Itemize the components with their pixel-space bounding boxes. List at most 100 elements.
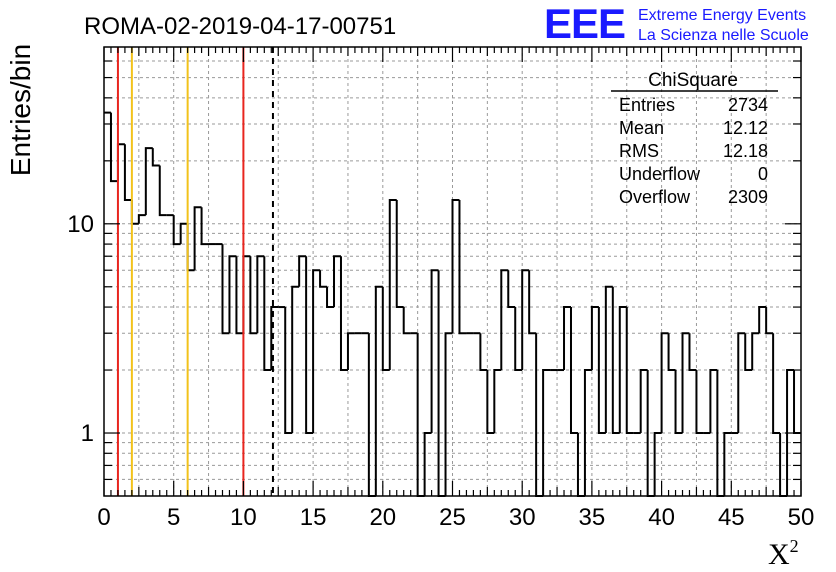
reference-lines (116, 47, 274, 496)
histogram-bin (130, 199, 139, 225)
x-tick-label: 15 (300, 504, 327, 531)
histogram-bin (535, 333, 544, 497)
x-tick-label: 45 (718, 504, 745, 531)
y-tick-label: 10 (67, 211, 94, 238)
histogram-bin (597, 307, 606, 435)
stats-row-label: RMS (619, 141, 659, 161)
x-tick-label: 0 (97, 504, 110, 531)
histogram-bin (772, 333, 781, 435)
x-axis-label: X2 (768, 536, 799, 571)
histogram-bin (249, 256, 258, 335)
stats-box: ChiSquare Entries 2734 Mean 12.12 RMS 12.18 Un… (611, 70, 778, 207)
histogram-bin (653, 432, 662, 496)
histogram-bin (179, 222, 188, 245)
stats-row-label: Overflow (619, 187, 691, 207)
run-title: ROMA-02-2019-04-17-00751 (84, 13, 396, 40)
histogram-bin (514, 307, 523, 372)
histogram-bin (765, 307, 774, 335)
histogram-bin (319, 270, 328, 288)
histogram-bin (388, 198, 397, 371)
histogram-bin (737, 332, 746, 434)
histogram-bin (291, 285, 300, 434)
histogram-bin (660, 332, 669, 434)
histogram-bin (270, 306, 279, 371)
histogram-bin (430, 269, 439, 434)
stats-row-label: Underflow (619, 164, 701, 184)
histogram-bin (709, 369, 718, 434)
histogram-bin (479, 333, 488, 372)
histogram-bin (144, 147, 153, 216)
eee-logo: EEE Extreme Energy Events La Scienza nel… (544, 0, 809, 47)
histogram-bin (500, 269, 509, 371)
histogram-bin (158, 165, 167, 217)
histogram-bin (137, 214, 146, 224)
histogram-bin (374, 285, 383, 496)
histogram-bin (493, 369, 502, 434)
histogram-bin (681, 332, 690, 434)
stats-row-label: Mean (619, 118, 664, 138)
stats-title: ChiSquare (648, 70, 738, 91)
y-axis-label: Entries/bin (5, 44, 36, 176)
histogram-bin (528, 270, 537, 335)
histogram-bin (618, 306, 627, 434)
histogram-bin (437, 270, 446, 497)
histogram-bin (639, 369, 648, 434)
histogram-bin (109, 112, 118, 183)
histogram-bin (221, 244, 230, 335)
histogram-bin (193, 206, 202, 271)
histogram-bin (346, 332, 355, 371)
stats-row-label: Entries (619, 95, 675, 115)
grid (104, 47, 801, 496)
stats-row-value: 2309 (728, 187, 768, 207)
histogram-bin (263, 256, 272, 372)
histogram-bin (416, 333, 425, 497)
histogram-bin (116, 143, 125, 182)
x-tick-label: 30 (509, 504, 536, 531)
histogram-bin (758, 306, 767, 334)
histogram-bin (688, 333, 697, 372)
histogram-bin (507, 270, 516, 309)
stats-row-value: 2734 (728, 95, 768, 115)
histogram-bin (367, 333, 376, 497)
logo-text: EEE (544, 0, 625, 47)
histogram-bin (542, 369, 551, 496)
histogram-bin (583, 369, 592, 496)
histogram-bin (151, 148, 160, 167)
stats-row-value: 0 (758, 164, 768, 184)
histogram-bin (423, 432, 432, 496)
histogram-bin (402, 307, 411, 335)
histogram-bin (395, 199, 404, 309)
histogram-bin (786, 369, 795, 496)
histogram-bin (333, 255, 341, 308)
x-tick-label: 5 (167, 504, 180, 531)
x-tick-label: 40 (648, 504, 675, 531)
histogram-bin (667, 333, 676, 372)
histogram-bin (451, 198, 460, 334)
histogram-bin (563, 306, 571, 371)
histogram-bin (172, 215, 181, 246)
histogram-bin (256, 255, 265, 334)
histogram-bin (604, 285, 613, 434)
histogram-bin (200, 207, 209, 246)
axis-ticks: 0 5 10 15 20 25 30 35 40 45 50 1 10 (67, 47, 814, 531)
histogram-bin (625, 307, 634, 435)
x-tick-label: 50 (788, 504, 815, 531)
x-tick-label: 35 (579, 504, 606, 531)
histogram-bin (444, 332, 453, 496)
histogram-bin (186, 223, 195, 272)
histogram-bin (235, 256, 244, 335)
logo-line2: La Scienza nelle Scuole (638, 27, 809, 44)
histogram-bin (305, 256, 314, 435)
histogram-bin (569, 307, 578, 435)
histogram-bin (326, 286, 335, 309)
histogram-bin (298, 255, 307, 287)
histogram-bin (458, 199, 467, 335)
x-tick-label: 10 (230, 504, 257, 531)
histogram-bin (590, 306, 599, 371)
histogram-bin (751, 332, 760, 371)
histogram-bin (674, 370, 683, 435)
histogram-bin (242, 255, 251, 334)
histogram-bin (381, 286, 390, 372)
x-tick-label: 20 (369, 504, 396, 531)
